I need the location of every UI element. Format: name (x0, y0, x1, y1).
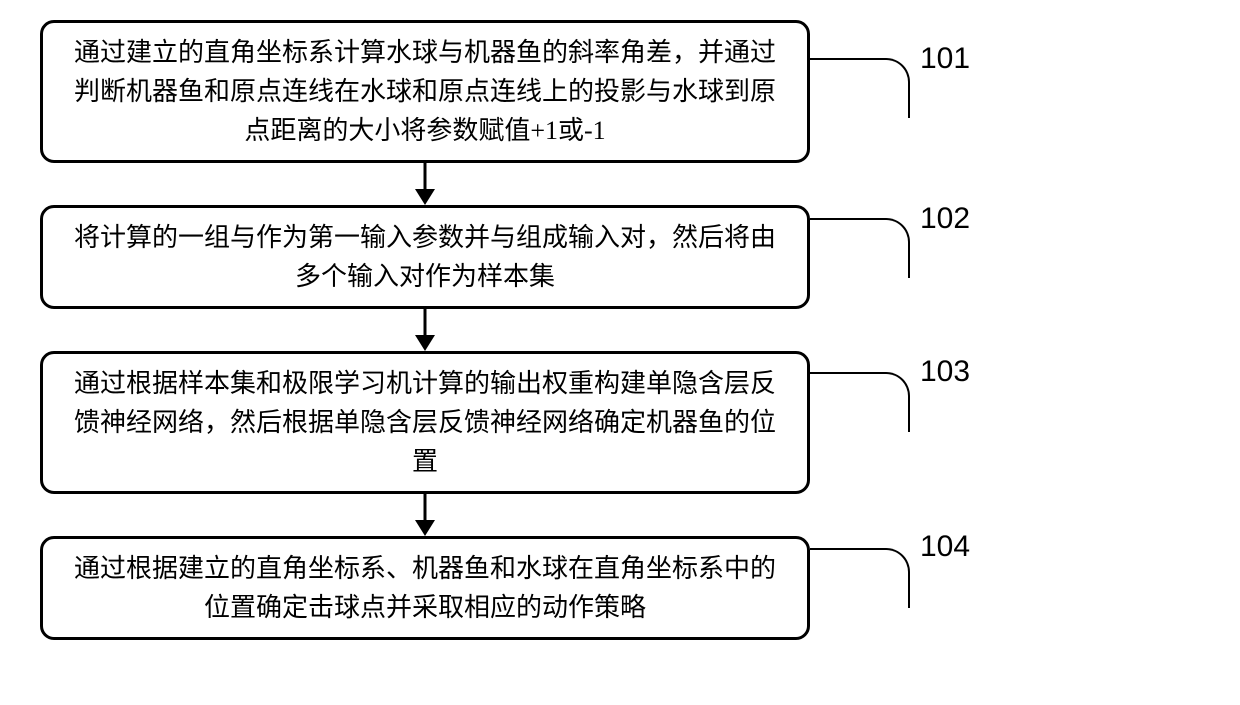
connector-line-icon (810, 372, 910, 432)
step-label-104: 104 (920, 530, 970, 564)
flow-step-text: 通过建立的直角坐标系计算水球与机器鱼的斜率角差，并通过判断机器鱼和原点连线在水球… (74, 38, 776, 145)
flow-step-102: 将计算的一组与作为第一输入参数并与组成输入对，然后将由多个输入对作为样本集 (40, 205, 810, 309)
flow-step-text: 通过根据建立的直角坐标系、机器鱼和水球在直角坐标系中的位置确定击球点并采取相应的… (74, 554, 776, 622)
arrow-down-icon (40, 163, 810, 205)
connector-line-icon (810, 218, 910, 278)
arrow-down-icon (40, 494, 810, 536)
connector-line-icon (810, 548, 910, 608)
step-label-101: 101 (920, 42, 970, 76)
step-label-102: 102 (920, 202, 970, 236)
flowchart-container: 通过建立的直角坐标系计算水球与机器鱼的斜率角差，并通过判断机器鱼和原点连线在水球… (40, 20, 940, 640)
connector-line-icon (810, 58, 910, 118)
flow-step-101: 通过建立的直角坐标系计算水球与机器鱼的斜率角差，并通过判断机器鱼和原点连线在水球… (40, 20, 810, 163)
step-label-103: 103 (920, 355, 970, 389)
arrow-down-icon (40, 309, 810, 351)
flow-step-103: 通过根据样本集和极限学习机计算的输出权重构建单隐含层反馈神经网络，然后根据单隐含… (40, 351, 810, 494)
flow-step-104: 通过根据建立的直角坐标系、机器鱼和水球在直角坐标系中的位置确定击球点并采取相应的… (40, 536, 810, 640)
flow-step-text: 将计算的一组与作为第一输入参数并与组成输入对，然后将由多个输入对作为样本集 (74, 223, 776, 291)
flow-step-text: 通过根据样本集和极限学习机计算的输出权重构建单隐含层反馈神经网络，然后根据单隐含… (74, 369, 776, 476)
